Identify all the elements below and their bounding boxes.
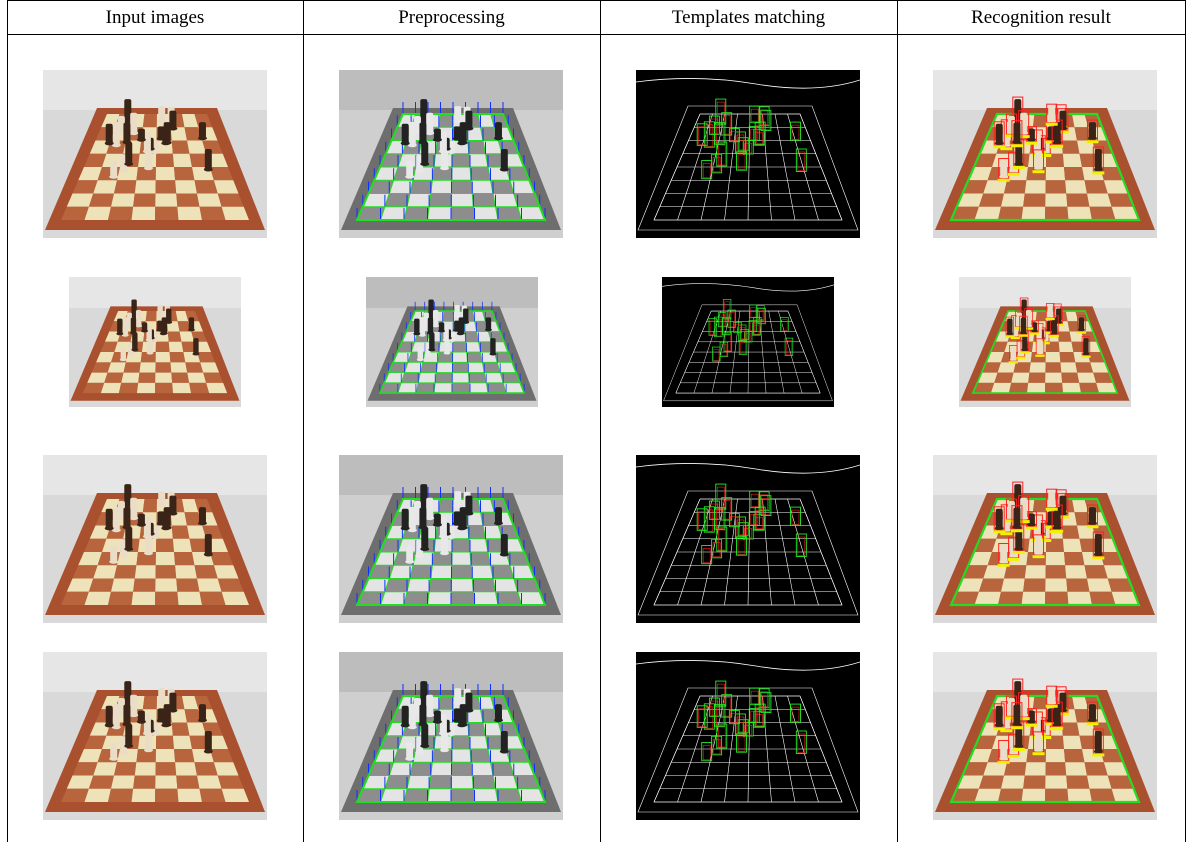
template-match-image — [662, 277, 834, 407]
recognition-image — [933, 70, 1157, 238]
column-header-recognition: Recognition result — [971, 7, 1111, 28]
column-header-input: Input images — [105, 7, 205, 28]
input-image — [43, 455, 267, 623]
column-divider — [600, 0, 601, 842]
template-match-image — [636, 70, 860, 238]
recognition-image — [933, 652, 1157, 820]
input-image — [69, 277, 241, 407]
column-divider — [303, 0, 304, 842]
table-left-rule — [7, 0, 8, 842]
table-top-rule — [7, 0, 1186, 1]
input-image — [43, 652, 267, 820]
template-match-image — [636, 455, 860, 623]
table-header-rule — [7, 34, 1186, 35]
preprocessed-image — [339, 455, 563, 623]
column-header-templates: Templates matching — [671, 7, 826, 28]
recognition-image — [933, 455, 1157, 623]
recognition-image — [959, 277, 1131, 407]
column-divider — [897, 0, 898, 842]
preprocessed-image — [339, 70, 563, 238]
column-header-preprocessing: Preprocessing — [398, 7, 505, 28]
preprocessed-image — [339, 652, 563, 820]
template-match-image — [636, 652, 860, 820]
preprocessed-image — [366, 277, 538, 407]
input-image — [43, 70, 267, 238]
